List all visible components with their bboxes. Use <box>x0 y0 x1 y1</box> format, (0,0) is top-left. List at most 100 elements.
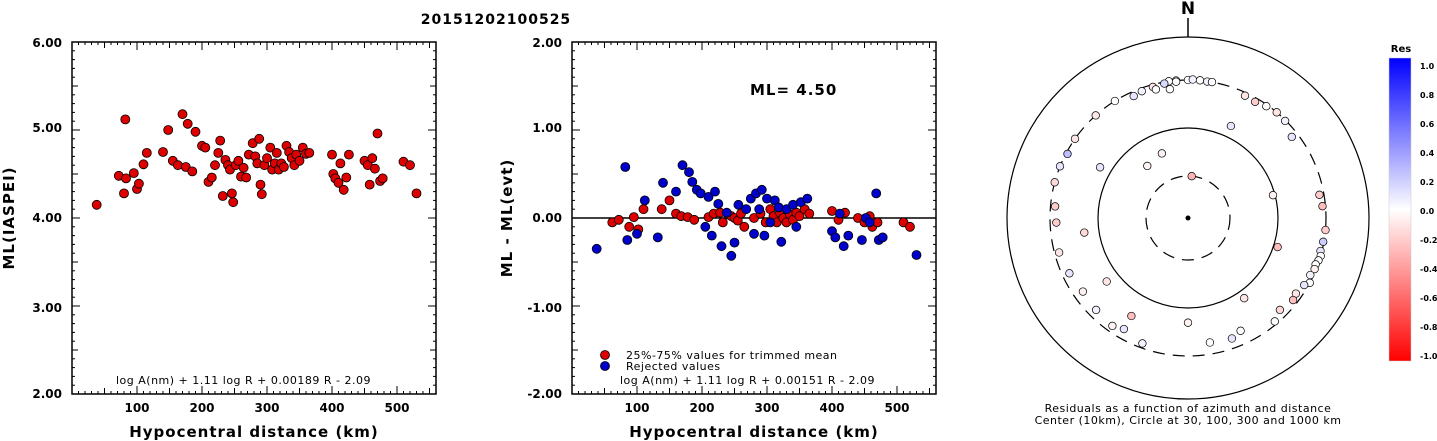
data-point <box>794 211 805 222</box>
station-point <box>1108 321 1117 331</box>
station-point <box>1171 77 1181 86</box>
y-tick-label: 5.00 <box>32 121 62 135</box>
data-point <box>335 158 346 169</box>
station-point <box>1195 76 1205 85</box>
data-point <box>217 191 228 201</box>
data-point <box>121 173 131 184</box>
axis-ticks <box>71 41 437 395</box>
data-point <box>338 184 349 195</box>
y-tick-label: 2.00 <box>32 387 62 401</box>
y-axis-label: ML(IASPEI) <box>0 166 18 269</box>
ml-annotation: ML= 4.50 <box>750 81 837 99</box>
station-point <box>1078 287 1088 296</box>
data-point <box>163 125 174 135</box>
station-point <box>1318 202 1327 211</box>
circle-30km <box>1145 175 1231 261</box>
station-point <box>1143 161 1152 171</box>
station-point <box>1054 248 1064 257</box>
station-point <box>1275 305 1285 315</box>
data-point <box>776 236 787 247</box>
data-point <box>133 178 144 189</box>
colorbar-gradient <box>1388 57 1412 362</box>
x-tick-label: 300 <box>754 401 779 415</box>
data-point <box>367 153 378 164</box>
station-point <box>1063 149 1072 159</box>
data-point <box>177 109 188 120</box>
station-point <box>1250 97 1260 106</box>
data-point <box>294 155 305 166</box>
y-tick-label: 2.00 <box>532 36 562 50</box>
station-point <box>1065 269 1074 278</box>
data-point <box>689 214 700 225</box>
station-point <box>1227 334 1237 343</box>
data-point <box>652 232 663 243</box>
x-axis-label: Hypocentral distance (km) <box>129 423 379 441</box>
station-point <box>1272 108 1281 117</box>
colorbar-title: Res <box>1391 44 1411 55</box>
data-point <box>864 217 875 228</box>
station-point <box>1070 134 1080 143</box>
data-point <box>628 212 639 223</box>
data-point <box>700 221 711 232</box>
station-point <box>1321 225 1330 235</box>
formula-text: log A(nm) + 1.11 log R + 0.00151 R - 2.0… <box>620 374 875 387</box>
station-point <box>1268 191 1278 200</box>
data-point <box>756 184 767 195</box>
y-tick-label: -2.00 <box>527 387 562 401</box>
data-point <box>830 232 841 243</box>
station-point <box>1288 295 1298 305</box>
data-point <box>804 208 815 219</box>
residual-colorbar: Res 1.0 0.8 0.6 0.4 0.2 0.0 -0.2 -0.4 -0.6 -0.8 -1… <box>1388 44 1437 362</box>
residual-vs-distance-plot: 2.00 1.00 0.00 -1.00 -2.00 100 200 300 4… <box>498 36 937 441</box>
x-tick-label: 400 <box>819 401 844 415</box>
station-point <box>1050 202 1060 211</box>
colorbar-tick-label: 0.0 <box>1420 207 1435 216</box>
station-point <box>1055 162 1065 171</box>
station-point <box>1205 338 1215 347</box>
station-point <box>1287 132 1296 142</box>
data-point <box>754 204 765 215</box>
data-point <box>128 168 139 179</box>
data-point <box>255 179 266 190</box>
data-point <box>304 147 315 158</box>
data-point <box>158 147 168 157</box>
data-point <box>684 167 694 178</box>
data-point <box>843 230 854 241</box>
station-point <box>1138 339 1147 348</box>
station-point <box>1310 264 1319 274</box>
station-point <box>1157 149 1167 158</box>
data-point <box>834 208 845 219</box>
x-axis-label: Hypocentral distance (km) <box>629 423 879 441</box>
circle-1000km <box>1006 36 1370 400</box>
data-point <box>765 217 776 228</box>
data-point <box>703 191 714 202</box>
station-point <box>1091 305 1101 315</box>
data-point <box>333 177 344 188</box>
station-point <box>1091 111 1100 120</box>
x-tick-label: 100 <box>624 401 649 415</box>
x-tick-label: 300 <box>254 401 279 415</box>
station-point <box>1236 326 1245 335</box>
station-point <box>1127 311 1136 321</box>
legend-marker-rejected <box>600 361 610 371</box>
data-point <box>141 147 152 158</box>
data-points <box>91 109 422 210</box>
data-point <box>877 232 888 243</box>
data-point <box>706 230 717 241</box>
y-tick-label: -1.00 <box>527 301 562 315</box>
data-point <box>871 188 882 199</box>
colorbar-tick-label: -0.4 <box>1420 265 1437 274</box>
data-point <box>210 160 220 171</box>
x-tick-label: 200 <box>189 401 214 415</box>
colorbar-tick-label: -0.2 <box>1420 236 1437 245</box>
data-point <box>265 142 276 153</box>
data-point <box>206 172 217 183</box>
data-point <box>802 193 813 204</box>
station-point <box>1095 163 1105 172</box>
station-point <box>1319 237 1328 246</box>
data-point <box>677 160 688 171</box>
data-point <box>327 149 337 160</box>
data-point <box>254 133 265 144</box>
data-point <box>241 172 252 183</box>
